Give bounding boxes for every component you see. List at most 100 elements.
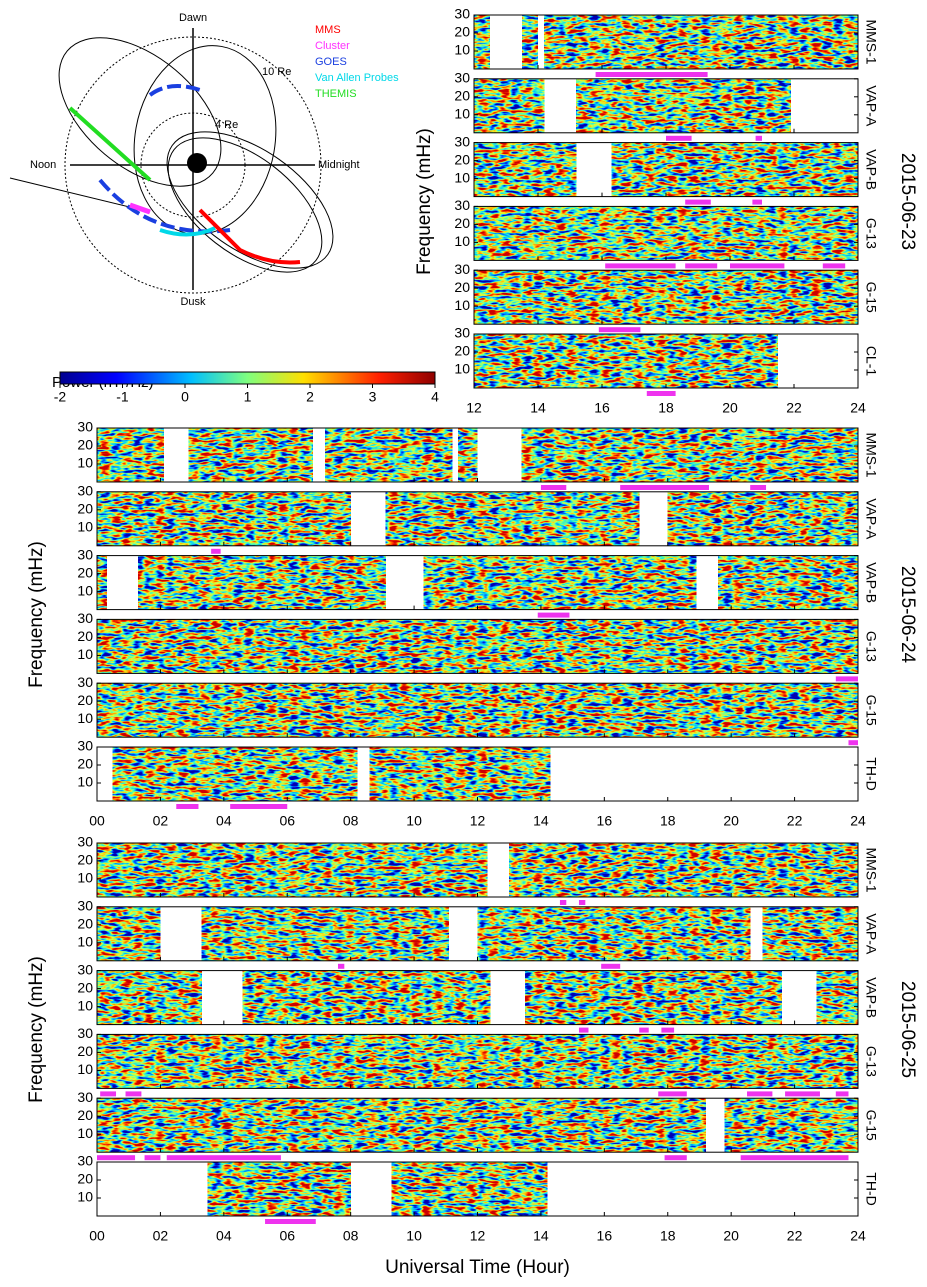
y-tick-label: 10 <box>454 233 470 249</box>
x-tick-label: 20 <box>723 813 739 829</box>
legend-entry: THEMIS <box>315 88 357 100</box>
y-tick-label: 20 <box>454 279 470 295</box>
event-bar <box>666 135 692 141</box>
spectrogram-segment <box>724 1098 858 1153</box>
y-tick-label: 10 <box>77 455 93 471</box>
x-tick-label: 10 <box>406 813 422 829</box>
midnight-label: Midnight <box>318 159 360 171</box>
colorbar-tick-label: -1 <box>116 389 129 405</box>
event-bar <box>125 1091 142 1097</box>
y-axis-label: Frequency (mHz) <box>414 128 435 275</box>
y-tick-label: 10 <box>454 42 470 58</box>
y-tick-label: 30 <box>77 483 93 499</box>
x-tick-label: 06 <box>279 813 295 829</box>
spectrogram-segment <box>97 619 858 674</box>
event-bar <box>211 548 221 554</box>
event-bar <box>97 1155 136 1161</box>
x-tick-label: 10 <box>406 1228 422 1244</box>
x-axis-label: Universal Time (Hour) <box>385 1257 570 1278</box>
y-tick-label: 30 <box>77 961 93 977</box>
y-tick-label: 30 <box>77 419 93 435</box>
y-tick-label: 30 <box>77 1089 93 1105</box>
x-tick-label: 18 <box>660 1228 676 1244</box>
x-tick-label: 04 <box>216 1228 232 1244</box>
y-tick-label: 30 <box>77 738 93 754</box>
x-tick-label: 24 <box>850 400 866 416</box>
x-tick-label: 24 <box>850 813 866 829</box>
y-axis-label: Frequency (mHz) <box>26 541 47 688</box>
x-tick-label: 18 <box>660 813 676 829</box>
date-label: 2015-06-23 <box>897 153 918 250</box>
legend-entry: MMS <box>315 24 341 36</box>
panel-name: MMS-1 <box>863 19 879 64</box>
spectrogram-segment <box>509 843 858 897</box>
event-bar <box>578 1027 589 1033</box>
colorbar-tick-label: -2 <box>54 389 67 405</box>
spectrogram-segment <box>474 334 778 388</box>
colorbar-tick-label: 4 <box>431 389 439 405</box>
event-bar <box>620 485 709 490</box>
event-bar <box>176 804 199 809</box>
y-tick-label: 30 <box>454 261 470 277</box>
y-tick-label: 30 <box>77 674 93 690</box>
spectrogram-segment <box>201 906 449 961</box>
x-tick-label: 18 <box>658 400 674 416</box>
spectrogram-segment <box>97 906 161 961</box>
x-tick-label: 00 <box>89 1228 105 1244</box>
y-tick-label: 30 <box>77 1153 93 1169</box>
x-tick-label: 16 <box>597 813 613 829</box>
y-tick-label: 20 <box>454 88 470 104</box>
y-tick-label: 10 <box>77 934 93 950</box>
spectrogram-segment <box>207 1162 351 1216</box>
panel-name: CL-1 <box>863 346 879 377</box>
panel-name: VAP-B <box>863 562 879 603</box>
x-tick-label: 12 <box>470 813 486 829</box>
spectrogram-segment <box>242 970 491 1025</box>
event-bar <box>605 263 676 269</box>
y-tick-label: 20 <box>77 756 93 772</box>
y-tick-label: 20 <box>77 916 93 932</box>
spectrogram-segment <box>474 15 490 69</box>
event-bar <box>639 1027 649 1033</box>
event-bar <box>337 963 345 969</box>
event-bar <box>664 1155 687 1161</box>
x-tick-label: 14 <box>530 400 546 416</box>
event-bar <box>755 135 762 141</box>
spectrogram-segment <box>816 970 858 1025</box>
event-bar <box>752 199 762 205</box>
legend-entry: Cluster <box>315 40 350 52</box>
spectrogram-segment <box>325 428 453 482</box>
x-tick-label: 12 <box>470 1228 486 1244</box>
x-tick-label: 20 <box>722 400 738 416</box>
spectrogram-segment <box>611 142 858 197</box>
y-tick-label: 10 <box>77 1189 93 1205</box>
spectrogram-segment <box>458 428 478 482</box>
event-bar <box>537 612 570 618</box>
x-tick-label: 20 <box>723 1228 739 1244</box>
event-bar <box>100 1091 117 1097</box>
x-tick-label: 02 <box>153 813 169 829</box>
spectrogram-segment <box>97 843 488 897</box>
spectrogram-segment <box>474 142 577 197</box>
orbit-diagram <box>9 28 334 294</box>
spectrogram-segment <box>576 78 791 133</box>
colorbar-tick-label: 1 <box>244 389 252 405</box>
spectrogram-segment <box>477 906 751 961</box>
panel-name: MMS-1 <box>863 847 879 892</box>
y-tick-label: 20 <box>454 215 470 231</box>
y-tick-label: 20 <box>77 1171 93 1187</box>
spectrogram-segment <box>525 970 782 1025</box>
x-tick-label: 14 <box>533 813 549 829</box>
y-tick-label: 20 <box>77 501 93 517</box>
spectrogram-segment <box>112 747 358 801</box>
event-bar <box>646 391 676 396</box>
y-tick-label: 30 <box>454 325 470 341</box>
x-tick-label: 16 <box>597 1228 613 1244</box>
event-bar <box>578 900 586 905</box>
y-tick-label: 10 <box>77 519 93 535</box>
event-bar <box>685 263 718 269</box>
colorbar-tick-label: 0 <box>181 389 189 405</box>
y-tick-label: 10 <box>77 774 93 790</box>
spectrogram-segment <box>474 206 858 261</box>
y-tick-label: 10 <box>77 870 93 886</box>
